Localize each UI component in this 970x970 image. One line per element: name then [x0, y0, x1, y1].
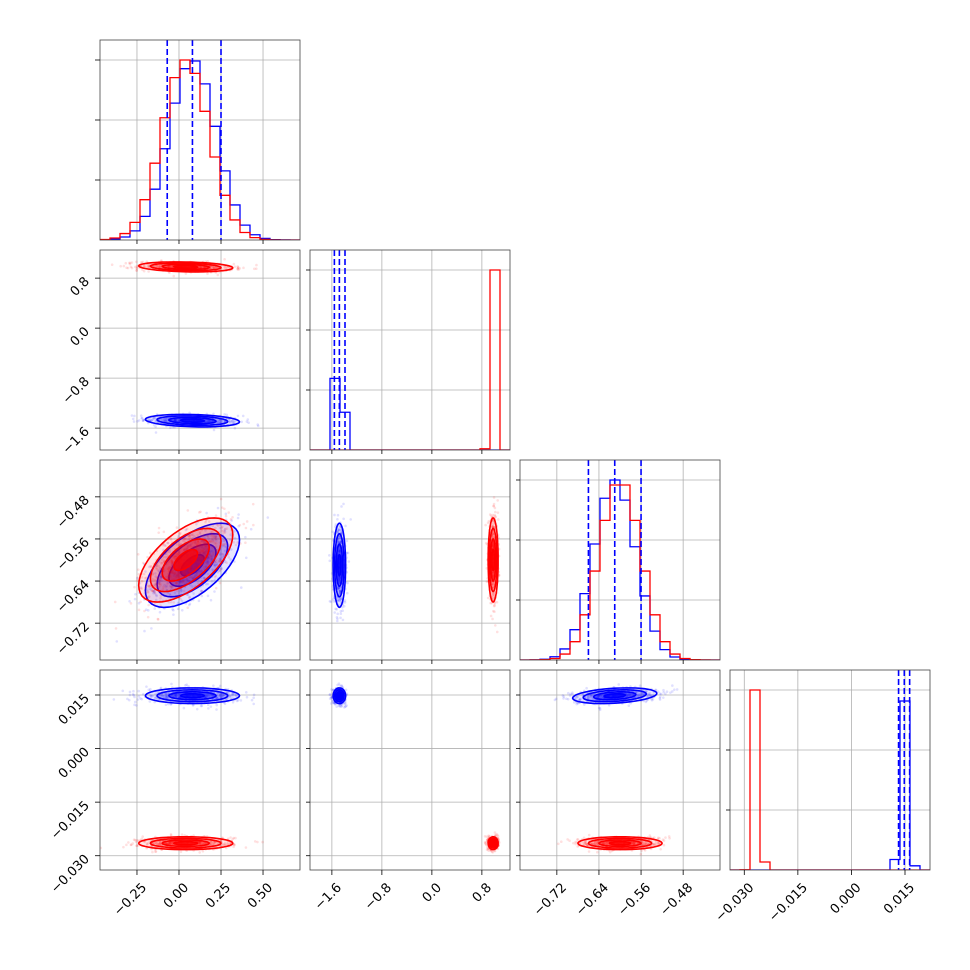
y-tick-label: 0.000	[56, 745, 93, 782]
panel-frame	[519, 669, 721, 871]
x-tick-label: −0.8	[362, 880, 395, 913]
contour-level-3	[172, 264, 199, 269]
x-tick-label: 0.50	[245, 880, 276, 911]
contour-level-3	[491, 840, 496, 846]
y-tick-label: −0.030	[48, 852, 93, 897]
scatter-panel-2-0	[99, 459, 301, 661]
x-tick-label: 0.000	[828, 880, 865, 917]
x-tick-label: −0.56	[615, 880, 654, 919]
histogram-panel-2	[519, 459, 721, 661]
x-tick-label: 0.00	[161, 880, 192, 911]
histogram-panel-1	[309, 249, 511, 451]
y-tick-label: 0.015	[56, 691, 93, 728]
x-tick-label: −1.6	[312, 880, 345, 913]
panel-frame	[309, 459, 511, 661]
histogram-series-1	[310, 269, 510, 450]
x-tick-label: −0.25	[111, 880, 150, 919]
contour-level-3	[179, 692, 206, 699]
contour-level-3	[603, 692, 627, 699]
x-tick-label: 0.015	[881, 880, 918, 917]
histogram-series-0	[730, 700, 930, 870]
scatter-panel-3-2	[519, 669, 721, 871]
y-tick-label: 0.8	[68, 274, 93, 299]
y-tick-label: −1.6	[60, 424, 93, 457]
x-tick-label: −0.015	[766, 880, 811, 925]
contour-level-3	[173, 548, 199, 572]
panel-frame	[309, 249, 511, 451]
panel-frame	[99, 39, 301, 241]
contour-level-3	[491, 548, 496, 572]
panel-frame	[309, 669, 511, 871]
contour-level-3	[179, 553, 206, 577]
x-tick-label: −0.030	[713, 880, 758, 925]
panel-frame	[99, 459, 301, 661]
panel-frame	[519, 459, 721, 661]
contour-level-3	[608, 840, 632, 846]
x-tick-label: −0.64	[573, 880, 612, 919]
contour-level-3	[172, 840, 199, 846]
y-tick-label: −0.8	[60, 374, 93, 407]
panel-frame	[729, 669, 931, 871]
scatter-panel-3-0	[99, 669, 301, 871]
histogram-series-0	[520, 479, 720, 660]
x-tick-label: 0.25	[203, 880, 234, 911]
histogram-panel-3	[729, 669, 931, 871]
histogram-series-1	[730, 689, 930, 870]
panel-frame	[99, 249, 301, 451]
scatter-panel-1-0	[99, 249, 301, 451]
scatter-panel-3-1	[309, 669, 511, 871]
contour-level-3	[179, 418, 206, 424]
y-tick-label: −0.56	[54, 535, 93, 574]
y-tick-label: −0.64	[54, 577, 93, 616]
y-tick-label: −0.48	[54, 493, 93, 532]
contour-level-3	[336, 692, 342, 699]
histogram-series-1	[100, 59, 300, 240]
histogram-series-1	[520, 484, 720, 660]
scatter-panel-2-1	[309, 459, 511, 661]
x-tick-label: −0.72	[531, 880, 570, 919]
y-tick-label: −0.015	[48, 798, 93, 843]
y-tick-label: 0.0	[68, 324, 93, 349]
y-tick-label: −0.72	[54, 619, 93, 658]
x-tick-label: 0.0	[420, 880, 445, 905]
x-tick-label: 0.8	[470, 880, 495, 905]
contour-level-3	[336, 553, 342, 577]
histogram-panel-0	[95, 39, 301, 241]
x-tick-label: −0.48	[657, 880, 696, 919]
panel-frame	[99, 669, 301, 871]
histogram-series-0	[310, 377, 510, 450]
